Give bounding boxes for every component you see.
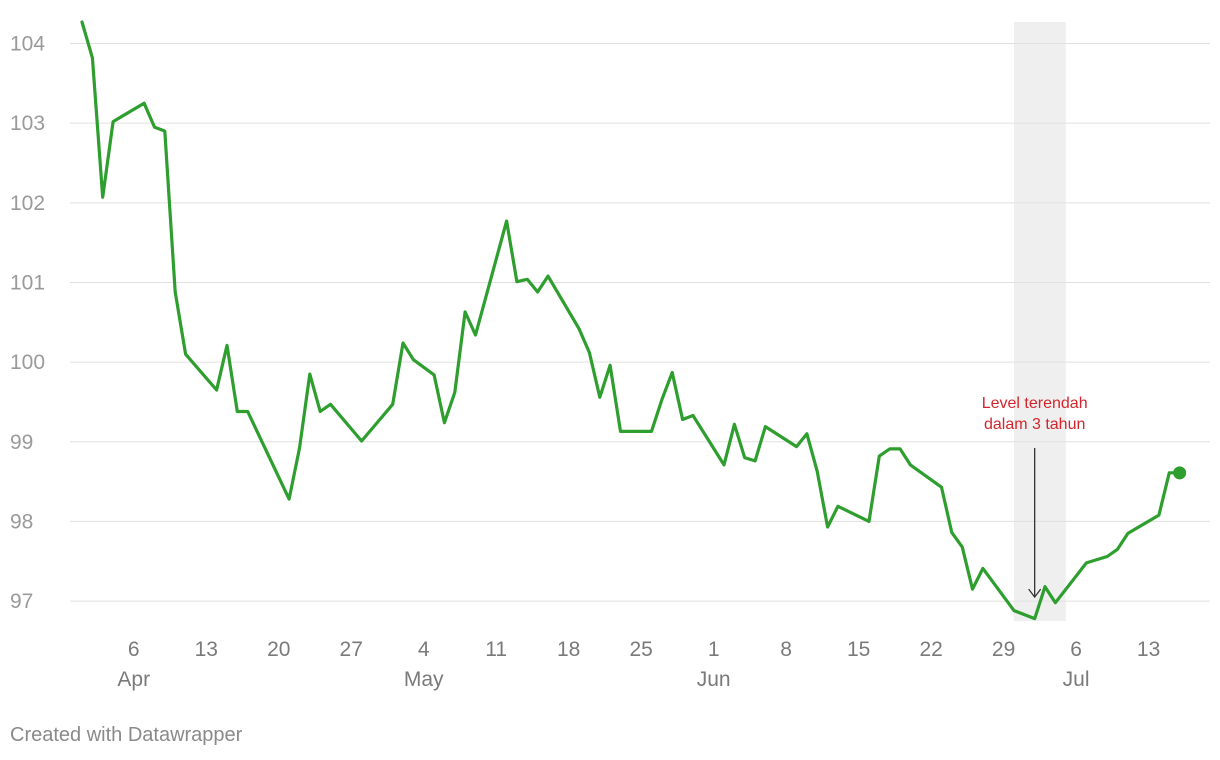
series-end-point — [1173, 466, 1187, 480]
x-tick-label: 6 — [128, 638, 140, 661]
x-month-label: Jul — [1063, 668, 1090, 691]
annotation-layer: Level terendah dalam 3 tahun — [982, 395, 1088, 599]
x-tick-label: 20 — [267, 638, 290, 661]
x-tick-label: 6 — [1070, 638, 1082, 661]
x-tick-label: 15 — [847, 638, 870, 661]
y-axis-ticks: 97 98 99 100 101 102 103 104 — [10, 33, 45, 614]
y-tick-label: 102 — [10, 192, 45, 215]
y-tick-label: 97 — [10, 590, 33, 613]
x-month-label: Jun — [697, 668, 731, 691]
annotation-text-line: Level terendah — [982, 395, 1088, 412]
y-tick-label: 104 — [10, 33, 45, 56]
x-tick-label: 18 — [557, 638, 580, 661]
x-tick-label: 13 — [1137, 638, 1160, 661]
highlight-band-layer — [1013, 22, 1066, 621]
series-layer — [80, 20, 1187, 621]
x-month-label: May — [404, 668, 444, 691]
x-tick-label: 25 — [629, 638, 652, 661]
y-tick-label: 100 — [10, 351, 45, 374]
y-tick-label: 99 — [10, 431, 33, 454]
x-tick-label: 22 — [919, 638, 942, 661]
x-tick-label: 27 — [340, 638, 363, 661]
y-tick-label: 103 — [10, 112, 45, 135]
x-tick-label: 29 — [992, 638, 1015, 661]
x-tick-label: 13 — [195, 638, 218, 661]
annotation-arrowhead — [1028, 588, 1042, 599]
x-tick-label: 4 — [418, 638, 430, 661]
x-tick-label: 1 — [708, 638, 720, 661]
highlight-band — [1013, 22, 1066, 621]
series-line — [80, 20, 1182, 621]
x-axis-ticks: 6 Apr 13 20 27 4 May 11 18 25 1 Jun 8 15 22 29 6 Jul 13 — [117, 638, 1160, 691]
annotation-text-line: dalam 3 tahun — [984, 416, 1085, 433]
y-tick-label: 98 — [10, 510, 33, 533]
x-tick-label: 11 — [485, 638, 507, 661]
gridlines — [70, 43, 1210, 602]
y-tick-label: 101 — [10, 271, 45, 294]
datawrapper-credit: Created with Datawrapper — [10, 724, 243, 746]
x-tick-label: 8 — [780, 638, 792, 661]
x-month-label: Apr — [117, 668, 150, 691]
line-chart: 97 98 99 100 101 102 103 104 6 Apr 13 20 27 4 May 11 18… — [10, 20, 1210, 691]
